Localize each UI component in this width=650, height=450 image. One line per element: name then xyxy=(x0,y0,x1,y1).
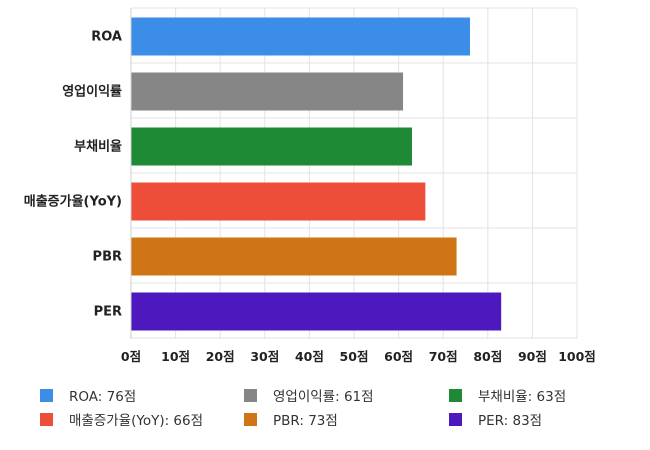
legend-swatch xyxy=(244,388,257,402)
bar xyxy=(131,127,412,166)
legend-label: ROA: 76점 xyxy=(69,389,137,405)
legend-item-revenue-growth: 매출증가율(YoY): 66점 xyxy=(40,409,203,429)
bar xyxy=(131,72,404,111)
legend-label: 부채비율: 63점 xyxy=(478,389,567,405)
bar xyxy=(131,182,426,221)
category-label: ROA xyxy=(91,30,122,45)
legend-swatch xyxy=(40,388,53,402)
bar xyxy=(131,292,502,331)
x-tick-label: 20점 xyxy=(206,349,235,364)
legend-item-pbr: PBR: 73점 xyxy=(244,409,338,429)
x-tick-label: 40점 xyxy=(295,349,324,364)
legend-label: 매출증가율(YoY): 66점 xyxy=(69,413,204,429)
x-tick-label: 70점 xyxy=(429,349,458,364)
bar xyxy=(131,17,470,56)
x-tick-label: 90점 xyxy=(518,349,547,364)
legend-label: 영업이익률: 61점 xyxy=(273,389,374,405)
legend-item-operating-margin: 영업이익률: 61점 xyxy=(244,385,374,405)
category-label: 부채비율 xyxy=(74,139,122,155)
x-tick-label: 100점 xyxy=(558,349,596,364)
legend-swatch xyxy=(244,412,257,426)
category-label: PER xyxy=(94,305,122,320)
category-label: 영업이익률 xyxy=(62,84,122,100)
legend-swatch xyxy=(40,412,53,426)
category-label: 매출증가율(YoY) xyxy=(24,194,122,210)
legend-label: PER: 83점 xyxy=(478,413,543,429)
x-tick-label: 50점 xyxy=(340,349,369,364)
x-tick-label: 80점 xyxy=(473,349,502,364)
legend-label: PBR: 73점 xyxy=(273,413,338,429)
legend-item-debt-ratio: 부채비율: 63점 xyxy=(449,385,566,405)
legend-swatch xyxy=(449,412,462,426)
x-tick-label: 0점 xyxy=(121,349,141,364)
legend-item-roa: ROA: 76점 xyxy=(40,385,136,405)
category-label: PBR xyxy=(93,250,122,265)
legend-item-per: PER: 83점 xyxy=(449,409,542,429)
legend-swatch xyxy=(449,388,462,402)
bar xyxy=(131,237,457,276)
x-tick-label: 10점 xyxy=(161,349,190,364)
x-tick-label: 30점 xyxy=(250,349,279,364)
x-tick-label: 60점 xyxy=(384,349,413,364)
